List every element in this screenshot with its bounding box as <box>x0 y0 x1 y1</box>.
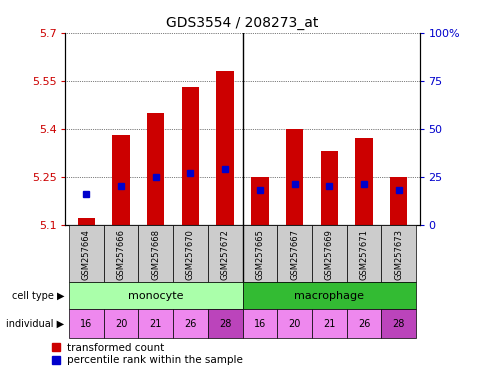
FancyBboxPatch shape <box>104 309 138 338</box>
FancyBboxPatch shape <box>242 309 277 338</box>
Text: GSM257664: GSM257664 <box>82 229 91 280</box>
FancyBboxPatch shape <box>380 309 415 338</box>
FancyBboxPatch shape <box>346 225 380 282</box>
Bar <box>389 177 407 225</box>
Text: 26: 26 <box>357 318 369 329</box>
Text: 20: 20 <box>288 318 300 329</box>
FancyBboxPatch shape <box>138 225 173 282</box>
FancyBboxPatch shape <box>207 309 242 338</box>
Bar <box>216 71 233 225</box>
Text: GSM257673: GSM257673 <box>393 229 402 280</box>
Text: 16: 16 <box>80 318 92 329</box>
FancyBboxPatch shape <box>242 282 415 309</box>
FancyBboxPatch shape <box>69 309 104 338</box>
FancyBboxPatch shape <box>380 225 415 282</box>
Bar <box>77 218 95 225</box>
Text: 21: 21 <box>322 318 335 329</box>
Text: individual ▶: individual ▶ <box>6 318 64 329</box>
FancyBboxPatch shape <box>311 309 346 338</box>
FancyBboxPatch shape <box>311 225 346 282</box>
Text: 28: 28 <box>218 318 231 329</box>
Text: GSM257668: GSM257668 <box>151 229 160 280</box>
Text: 28: 28 <box>392 318 404 329</box>
FancyBboxPatch shape <box>277 309 311 338</box>
Text: GSM257665: GSM257665 <box>255 229 264 280</box>
FancyBboxPatch shape <box>207 225 242 282</box>
FancyBboxPatch shape <box>173 225 207 282</box>
FancyBboxPatch shape <box>346 309 380 338</box>
Legend: transformed count, percentile rank within the sample: transformed count, percentile rank withi… <box>51 343 242 365</box>
Text: GSM257667: GSM257667 <box>289 229 299 280</box>
Text: 21: 21 <box>149 318 162 329</box>
Title: GDS3554 / 208273_at: GDS3554 / 208273_at <box>166 16 318 30</box>
Text: 26: 26 <box>184 318 196 329</box>
Bar <box>285 129 302 225</box>
Bar <box>320 151 337 225</box>
Bar <box>182 87 199 225</box>
Text: 16: 16 <box>253 318 265 329</box>
Bar <box>112 135 129 225</box>
FancyBboxPatch shape <box>138 309 173 338</box>
Text: GSM257672: GSM257672 <box>220 229 229 280</box>
FancyBboxPatch shape <box>277 225 311 282</box>
Bar <box>355 138 372 225</box>
Text: GSM257666: GSM257666 <box>116 229 125 280</box>
Text: macrophage: macrophage <box>294 291 363 301</box>
Bar <box>147 113 164 225</box>
Text: GSM257669: GSM257669 <box>324 229 333 280</box>
FancyBboxPatch shape <box>242 225 277 282</box>
Text: monocyte: monocyte <box>128 291 183 301</box>
Text: GSM257671: GSM257671 <box>359 229 368 280</box>
FancyBboxPatch shape <box>173 309 207 338</box>
Text: GSM257670: GSM257670 <box>185 229 195 280</box>
Text: 20: 20 <box>115 318 127 329</box>
FancyBboxPatch shape <box>69 282 242 309</box>
FancyBboxPatch shape <box>69 225 104 282</box>
Bar <box>251 177 268 225</box>
FancyBboxPatch shape <box>104 225 138 282</box>
Text: cell type ▶: cell type ▶ <box>12 291 64 301</box>
